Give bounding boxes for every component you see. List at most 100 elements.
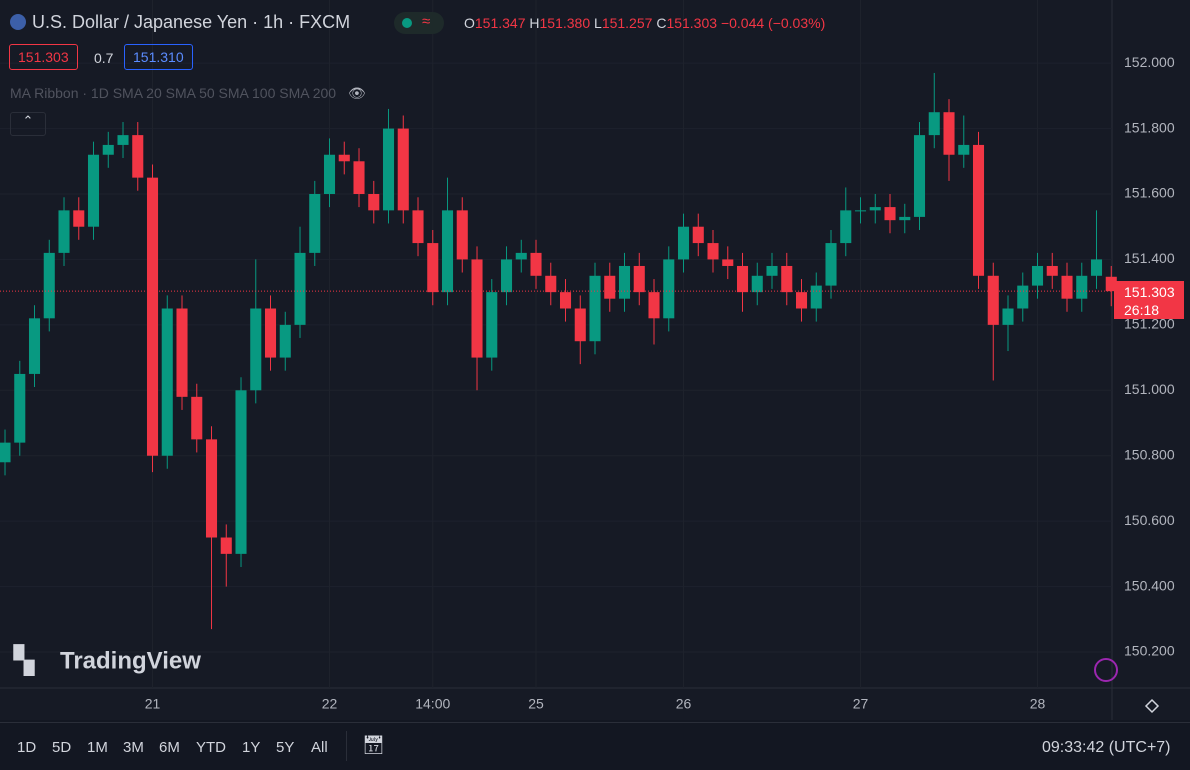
candle-body — [205, 439, 218, 538]
range-button[interactable]: 1M — [87, 739, 108, 756]
candle-body — [382, 128, 395, 211]
candle-body — [943, 112, 955, 155]
x-tick-label: 21 — [145, 696, 161, 712]
candle-body — [869, 207, 881, 211]
candle-body — [58, 210, 70, 253]
candle-body — [427, 243, 439, 293]
candle-body — [913, 135, 926, 217]
l-label: L — [594, 15, 602, 31]
settings-icon[interactable] — [1144, 698, 1160, 714]
candle-body — [987, 275, 999, 325]
candle-body — [250, 308, 262, 391]
candle-body — [102, 144, 114, 155]
bottom-toolbar: 09:33:42 (UTC+7) 📅︎ 1D 5D 1M 3M 6M YTD 1Y 5Y All — [0, 722, 1190, 770]
y-tick-label: 150.600 — [1124, 512, 1175, 528]
candle-body — [884, 207, 896, 221]
candle-body — [589, 275, 601, 342]
range-button[interactable]: YTD — [196, 739, 226, 756]
h-value: 151.380 — [539, 15, 591, 31]
candle-body — [146, 177, 159, 456]
candle-body — [43, 252, 55, 319]
x-tick-label: 14:00 — [415, 696, 450, 712]
candle-body — [1090, 259, 1103, 276]
price-tag: 151.303 26:18 — [1114, 281, 1184, 319]
candle-body — [486, 292, 498, 358]
watermark: ▚ — [13, 644, 35, 676]
candle-body — [264, 308, 277, 358]
range-button[interactable]: 6M — [159, 739, 180, 756]
candle-body — [840, 210, 852, 244]
candle-body — [559, 292, 572, 309]
candle-body — [677, 226, 690, 260]
alert-icon[interactable] — [1094, 658, 1118, 682]
date-range-icon[interactable]: 📅︎ — [362, 735, 385, 755]
separator — [346, 731, 347, 761]
candle-body — [545, 275, 557, 293]
o-label: O — [464, 15, 475, 31]
candle-body — [368, 194, 380, 211]
candle-body — [441, 210, 454, 293]
candle-body — [117, 135, 129, 145]
candle-body — [294, 252, 306, 325]
clock: 09:33:42 (UTC+7) — [1042, 739, 1171, 756]
status-pill[interactable]: ≈ — [394, 12, 444, 34]
candle-body — [648, 292, 660, 319]
c-value: 151.303 — [666, 15, 718, 31]
flag — [10, 14, 26, 30]
y-tick-label: 151.600 — [1124, 185, 1175, 201]
candle-body — [191, 396, 203, 440]
range-button[interactable]: 3M — [123, 739, 144, 756]
candle-body — [87, 154, 100, 227]
x-tick-label: 28 — [1030, 696, 1046, 712]
candle-body — [515, 252, 527, 260]
y-tick-label: 151.200 — [1124, 316, 1175, 332]
candle-body — [781, 265, 793, 293]
chart-bg — [0, 0, 1190, 720]
y-tick-label: 150.800 — [1124, 446, 1175, 462]
candle-body — [132, 135, 144, 178]
candle-body — [825, 243, 837, 286]
candle-body — [958, 144, 970, 155]
candles — [0, 72, 1117, 630]
y-tick-label: 151.800 — [1124, 119, 1175, 135]
candle-body — [323, 154, 336, 195]
buy-button[interactable]: 151.310 — [124, 44, 193, 70]
candle-body — [338, 154, 350, 162]
candle-body — [220, 537, 232, 554]
candle-body — [1031, 265, 1044, 286]
candle-body — [899, 216, 911, 221]
x-tick-label: 25 — [528, 696, 544, 712]
candle-body — [176, 308, 188, 397]
candle-body — [722, 259, 734, 266]
candle-body — [663, 259, 675, 319]
range-button[interactable]: 1D — [17, 739, 37, 756]
candle-body — [618, 265, 631, 299]
range-button[interactable]: 5D — [52, 739, 72, 756]
candle-body — [1105, 276, 1117, 292]
candle-body — [751, 275, 763, 293]
range-button[interactable]: 1Y — [242, 739, 261, 756]
sell-button[interactable]: 151.303 — [9, 44, 78, 70]
y-tick-label: 152.000 — [1124, 54, 1175, 70]
candle-body — [604, 275, 616, 299]
o-value: 151.347 — [474, 15, 526, 31]
candle-body — [530, 252, 542, 276]
indicator-legend[interactable]: MA Ribbon · 1D SMA 20 SMA 50 SMA 100 SMA… — [10, 85, 366, 101]
candle-body — [972, 144, 985, 276]
y-tick-label: 151.000 — [1124, 381, 1175, 397]
candle-body — [928, 112, 940, 136]
candle-body — [795, 292, 808, 309]
x-tick-label: 27 — [853, 696, 869, 712]
price-tag-value: 151.303 — [1124, 284, 1175, 300]
range-button[interactable]: All — [311, 739, 328, 756]
x-tick-label: 26 — [676, 696, 692, 712]
range-button[interactable]: 5Y — [276, 739, 295, 756]
candle-body — [1076, 275, 1088, 299]
symbol-title[interactable]: U.S. Dollar / Japanese Yen · 1h · FXCM — [10, 12, 350, 33]
candle-body — [1046, 265, 1058, 276]
spread: 0.7 — [94, 50, 114, 66]
candle-body — [73, 210, 85, 227]
change: −0.044 (−0.03%) — [720, 15, 826, 31]
collapse-button[interactable]: ⌃ — [10, 112, 46, 136]
